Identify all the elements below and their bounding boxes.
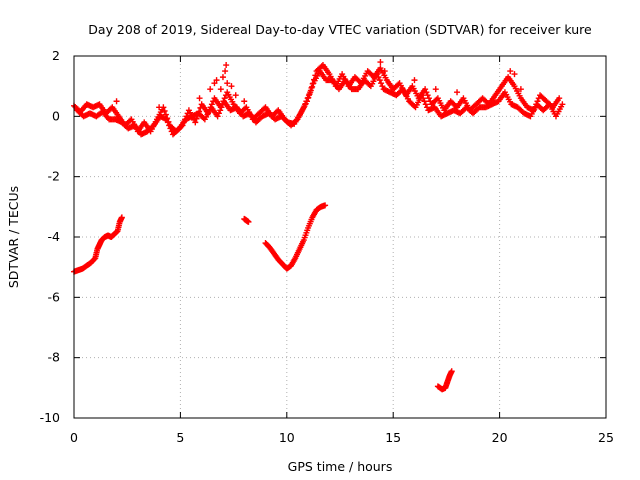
x-tick-label: 5 bbox=[176, 430, 184, 445]
data-point bbox=[507, 68, 514, 75]
data-point bbox=[454, 89, 461, 96]
data-point bbox=[222, 68, 229, 75]
x-axis-label: GPS time / hours bbox=[288, 459, 393, 474]
data-point bbox=[425, 95, 432, 102]
data-point bbox=[213, 77, 220, 84]
data-point bbox=[448, 368, 455, 375]
data-point bbox=[161, 107, 168, 114]
x-tick-label: 10 bbox=[279, 430, 295, 445]
data-point bbox=[245, 218, 252, 225]
data-point bbox=[511, 71, 518, 78]
data-point bbox=[422, 101, 429, 108]
chart-title: Day 208 of 2019, Sidereal Day-to-day VTE… bbox=[88, 22, 592, 37]
data-point bbox=[377, 59, 384, 66]
y-tick-label: 0 bbox=[52, 108, 60, 123]
data-point bbox=[411, 77, 418, 84]
data-point bbox=[420, 95, 427, 102]
data-point bbox=[232, 92, 239, 99]
data-point bbox=[217, 86, 224, 93]
data-point bbox=[306, 91, 313, 98]
data-point bbox=[196, 95, 203, 102]
y-tick-label: -8 bbox=[48, 350, 61, 365]
series-arc-8h bbox=[241, 215, 252, 225]
data-point bbox=[224, 80, 231, 87]
data-point bbox=[376, 77, 383, 84]
data-point bbox=[207, 86, 214, 93]
y-tick-label: -10 bbox=[40, 410, 60, 425]
data-point bbox=[217, 107, 224, 114]
data-point bbox=[211, 80, 218, 87]
y-tick-label: 2 bbox=[52, 48, 60, 63]
data-point bbox=[422, 86, 429, 93]
series-arc-17-18h bbox=[434, 368, 455, 393]
y-axis-label: SDTVAR / TECUs bbox=[6, 186, 21, 288]
data-point bbox=[309, 83, 316, 90]
data-point bbox=[219, 74, 226, 81]
data-point bbox=[113, 98, 120, 105]
data-point bbox=[517, 86, 524, 93]
grid bbox=[74, 56, 606, 418]
data-point bbox=[423, 89, 430, 96]
data-point bbox=[556, 95, 563, 102]
data-point bbox=[149, 123, 156, 130]
data-point bbox=[166, 122, 173, 129]
data-point bbox=[381, 68, 388, 75]
data-point bbox=[192, 119, 199, 126]
data-point bbox=[91, 256, 98, 263]
data-point bbox=[118, 214, 125, 221]
x-tick-label: 0 bbox=[70, 430, 78, 445]
x-tick-label: 15 bbox=[385, 430, 401, 445]
data-point bbox=[307, 87, 314, 94]
axis-ticks: 0 5 10 15 20 25 -10 -8 -6 -4 -2 0 2 bbox=[40, 48, 614, 445]
data-point bbox=[378, 80, 385, 87]
y-tick-label: -6 bbox=[48, 289, 61, 304]
series-arc-9-12h bbox=[262, 202, 329, 272]
data-point bbox=[375, 74, 382, 81]
data-point bbox=[424, 92, 431, 99]
data-points bbox=[71, 59, 566, 393]
data-point bbox=[379, 83, 386, 90]
data-point bbox=[322, 202, 329, 209]
data-point bbox=[175, 126, 182, 133]
data-point bbox=[305, 94, 312, 101]
data-point bbox=[421, 98, 428, 105]
y-tick-label: -2 bbox=[48, 169, 60, 184]
data-point bbox=[374, 71, 381, 78]
data-point bbox=[559, 101, 566, 108]
data-point bbox=[228, 83, 235, 90]
data-point bbox=[164, 119, 171, 126]
data-point bbox=[218, 104, 225, 111]
x-tick-label: 25 bbox=[598, 430, 614, 445]
y-tick-label: -4 bbox=[48, 229, 61, 244]
data-point bbox=[241, 98, 248, 105]
data-point bbox=[304, 98, 311, 105]
data-point bbox=[432, 86, 439, 93]
data-point bbox=[163, 116, 170, 123]
series-main-band-lower bbox=[74, 68, 566, 138]
data-point bbox=[214, 113, 221, 120]
data-point bbox=[223, 62, 230, 69]
data-point bbox=[156, 104, 163, 111]
x-tick-label: 20 bbox=[492, 430, 508, 445]
data-point bbox=[418, 92, 425, 99]
series-main-band-spikes bbox=[113, 59, 524, 111]
data-point bbox=[167, 125, 174, 132]
data-point bbox=[215, 110, 222, 117]
